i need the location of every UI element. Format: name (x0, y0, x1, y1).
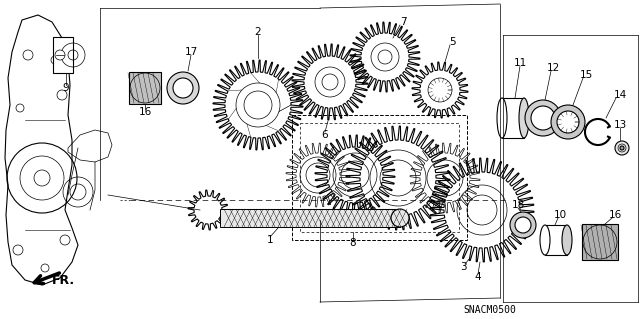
Bar (292, 115, 467, 240)
Text: 18: 18 (511, 200, 525, 210)
Circle shape (525, 100, 561, 136)
Text: 7: 7 (400, 17, 406, 27)
Text: 5: 5 (449, 37, 455, 47)
Text: 15: 15 (579, 70, 593, 80)
Circle shape (515, 217, 531, 233)
Circle shape (167, 72, 199, 104)
Ellipse shape (497, 98, 507, 138)
Circle shape (55, 50, 65, 60)
Text: 11: 11 (513, 58, 527, 68)
Bar (53, 37, 73, 73)
Text: 1: 1 (267, 235, 273, 245)
Text: 6: 6 (322, 130, 328, 140)
Text: SNACM0500: SNACM0500 (463, 305, 516, 315)
Text: 17: 17 (184, 47, 198, 57)
Circle shape (620, 146, 624, 150)
Text: 10: 10 (554, 210, 566, 220)
Circle shape (615, 141, 629, 155)
Circle shape (531, 106, 555, 130)
Bar (300, 123, 459, 232)
Text: 8: 8 (349, 238, 356, 248)
Bar (545, 225, 567, 255)
Circle shape (551, 105, 585, 139)
Bar (220, 209, 400, 227)
Text: 16: 16 (609, 210, 621, 220)
Bar (129, 72, 161, 104)
Text: 12: 12 (547, 63, 559, 73)
Text: 16: 16 (138, 107, 152, 117)
Bar (582, 224, 618, 260)
Circle shape (391, 209, 409, 227)
Circle shape (510, 212, 536, 238)
Ellipse shape (562, 225, 572, 255)
Text: 3: 3 (460, 262, 467, 272)
Ellipse shape (540, 225, 550, 255)
Text: 14: 14 (613, 90, 627, 100)
Circle shape (173, 78, 193, 98)
Bar (502, 98, 524, 138)
Text: 9: 9 (63, 83, 69, 93)
Circle shape (557, 111, 579, 133)
Text: FR.: FR. (52, 273, 75, 286)
Text: 13: 13 (613, 120, 627, 130)
Text: 4: 4 (475, 272, 481, 282)
Ellipse shape (519, 98, 529, 138)
Text: 2: 2 (255, 27, 261, 37)
